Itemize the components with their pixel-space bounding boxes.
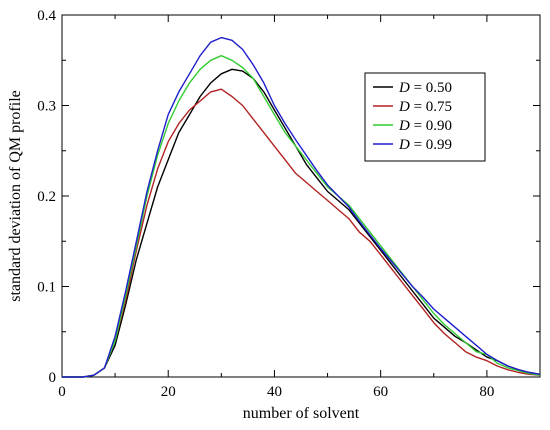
legend-variable: D [398, 99, 410, 115]
legend-label-3: D = 0.90 [398, 118, 452, 134]
x-tick-label: 40 [267, 384, 282, 400]
y-axis-title: standard deviation of QM profile [7, 90, 24, 302]
x-axis-title: number of solvent [243, 405, 360, 422]
axis-ticks [61, 14, 540, 378]
x-tick-label: 20 [161, 384, 176, 400]
series-line-4 [62, 36, 541, 378]
y-tick-label: 0 [49, 370, 57, 386]
y-tick-label: 0.2 [37, 189, 56, 205]
x-tick-label: 80 [479, 384, 494, 400]
y-tick-label: 0.1 [37, 280, 56, 296]
legend-value: = 0.90 [410, 118, 452, 134]
legend-variable: D [398, 137, 410, 153]
y-tick-label: 0.4 [37, 8, 56, 24]
plot-frame [61, 14, 541, 378]
legend-value: = 0.75 [410, 99, 452, 115]
legend: D = 0.50D = 0.75D = 0.90D = 0.99 [364, 72, 486, 162]
legend-label-1: D = 0.50 [398, 80, 452, 96]
legend-variable: D [398, 80, 410, 96]
x-tick-label: 0 [58, 384, 66, 400]
series-line-3 [62, 55, 541, 378]
x-tick-label: 60 [373, 384, 388, 400]
y-tick-label: 0.3 [37, 99, 56, 115]
legend-variable: D [398, 118, 410, 134]
series-layer [62, 36, 541, 378]
series-line-2 [62, 88, 541, 378]
legend-label-4: D = 0.99 [398, 137, 452, 153]
legend-value: = 0.99 [410, 137, 452, 153]
legend-label-2: D = 0.75 [398, 99, 452, 115]
legend-value: = 0.50 [410, 80, 452, 96]
tick-labels: 0 20 40 60 80 0 0.1 0.2 0.3 0.4 [37, 8, 494, 400]
